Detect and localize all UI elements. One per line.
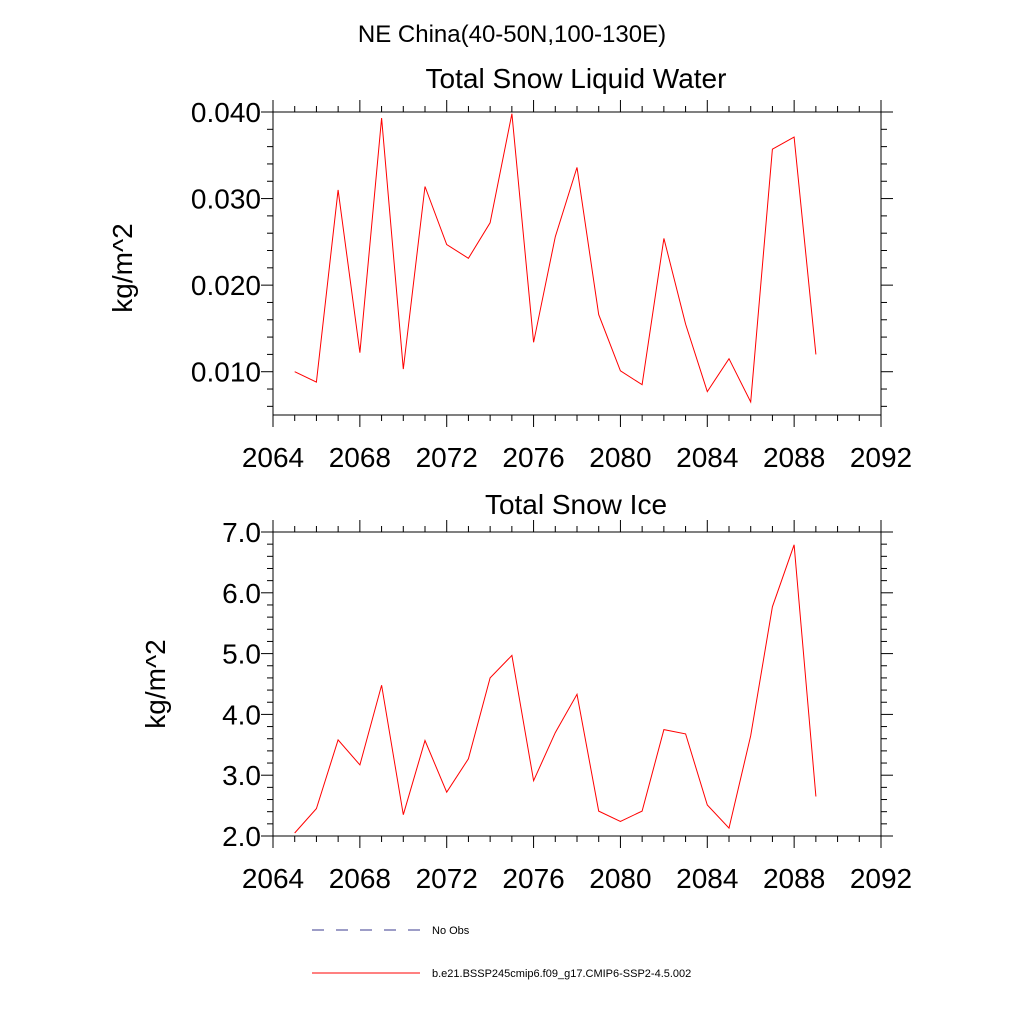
- x-tick-label: 2080: [589, 442, 651, 473]
- y-tick-label: 5.0: [222, 639, 261, 670]
- x-tick-label: 2068: [329, 863, 391, 894]
- x-tick-label: 2092: [850, 863, 912, 894]
- x-tick-label: 2064: [242, 863, 304, 894]
- legend-label-no-obs: No Obs: [432, 925, 470, 937]
- legend: No Obs b.e21.BSSP245cmip6.f09_g17.CMIP6-…: [312, 925, 691, 980]
- chart-total-snow-liquid-water: Total Snow Liquid Water kg/m^2 2064 2068 2…: [107, 63, 912, 473]
- x-tick-label: 2076: [502, 863, 564, 894]
- figure-title: NE China(40-50N,100-130E): [358, 21, 666, 48]
- x-tick-label: 2084: [676, 863, 738, 894]
- legend-label-model: b.e21.BSSP245cmip6.f09_g17.CMIP6-SSP2-4.…: [432, 968, 691, 980]
- x-tick-label: 2072: [416, 863, 478, 894]
- axes: 2064 2068 2072 2076 2080 2084 2088 2092 2.0 3.0 4.…: [222, 517, 912, 894]
- x-tick-label: 2080: [589, 863, 651, 894]
- x-tick-label: 2088: [763, 442, 825, 473]
- series-line: [294, 113, 817, 404]
- y-tick-label: 4.0: [222, 699, 261, 730]
- y-tick-label: 6.0: [222, 578, 261, 609]
- y-tick-label: 0.040: [191, 97, 261, 128]
- x-tick-label: 2064: [242, 442, 304, 473]
- y-tick-label: 0.030: [191, 184, 261, 215]
- y-tick-label: 2.0: [222, 821, 261, 852]
- series-layer: [294, 544, 817, 834]
- x-tick-label: 2084: [676, 442, 738, 473]
- y-axis-label: kg/m^2: [107, 223, 138, 312]
- x-tick-label: 2072: [416, 442, 478, 473]
- series-line: [294, 544, 817, 834]
- plot-frame: [272, 111, 882, 416]
- plot-frame: [272, 531, 882, 837]
- chart-total-snow-ice: Total Snow Ice kg/m^2 2064 2068 2072 2076 20…: [140, 489, 912, 894]
- series-layer: [294, 113, 817, 404]
- panel-title: Total Snow Ice: [485, 489, 667, 520]
- y-tick-label: 3.0: [222, 760, 261, 791]
- x-tick-label: 2068: [329, 442, 391, 473]
- y-tick-label: 0.020: [191, 270, 261, 301]
- axes: 2064 2068 2072 2076 2080 2084 2088 2092 0.010 0.0…: [191, 97, 912, 473]
- panel-title: Total Snow Liquid Water: [426, 63, 727, 94]
- y-tick-label: 7.0: [222, 517, 261, 548]
- x-tick-label: 2092: [850, 442, 912, 473]
- y-tick-label: 0.010: [191, 357, 261, 388]
- x-tick-label: 2076: [502, 442, 564, 473]
- x-tick-label: 2088: [763, 863, 825, 894]
- y-axis-label: kg/m^2: [140, 639, 171, 728]
